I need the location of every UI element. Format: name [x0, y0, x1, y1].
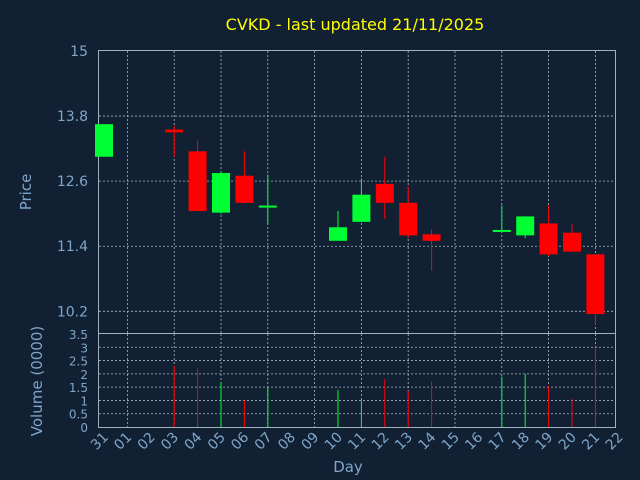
volume-tick-label: 0 [80, 421, 88, 435]
candle-body [235, 175, 254, 203]
x-tick-label: 05 [205, 430, 229, 454]
volume-tick-label: 2.5 [69, 355, 88, 369]
x-tick-label: 01 [111, 430, 135, 454]
price-axis-label: Price [17, 174, 35, 211]
candle-body [539, 223, 558, 255]
price-tick-label: 10.2 [57, 304, 88, 320]
volume-gridlines [99, 346, 615, 415]
price-tick-label: 13.8 [57, 109, 88, 125]
x-tick-label: 12 [369, 430, 393, 454]
volume-plot-area [98, 333, 616, 428]
chart-title: CVKD - last updated 21/11/2025 [226, 15, 485, 34]
volume-tick-label: 3 [80, 341, 88, 355]
volume-tick-label: 0.5 [69, 408, 88, 422]
candle-body [516, 216, 535, 236]
volume-bars [173, 347, 596, 427]
price-gridlines [99, 115, 615, 312]
x-tick-label: 17 [486, 430, 510, 454]
x-tick-label: 18 [509, 430, 533, 454]
x-tick-label: 20 [556, 430, 580, 454]
x-tick-label: 03 [158, 430, 182, 454]
price-tick-label: 15 [70, 44, 88, 60]
x-tick-label: 06 [228, 429, 252, 453]
candle-body [422, 234, 441, 241]
x-tick-label: 22 [603, 430, 627, 454]
x-tick-label: 08 [275, 430, 299, 454]
x-tick-label: 14 [416, 429, 440, 453]
x-tick-label: 02 [135, 430, 159, 454]
x-tick-label: 31 [88, 430, 112, 454]
price-tick-label: 11.4 [57, 239, 88, 255]
candle-body [329, 227, 347, 241]
x-tick-label: 16 [462, 429, 486, 453]
candle-body [188, 151, 207, 211]
x-tick-label: 11 [345, 430, 369, 454]
volume-tick-label: 1 [80, 394, 88, 408]
candle-body [165, 129, 184, 133]
x-tick-label: 10 [322, 430, 346, 454]
candle-body [375, 183, 394, 203]
x-tick-label: 04 [182, 429, 206, 453]
x-tick-labels: 31 01 02 03 04 05 06 07 08 09 10 11 12 13 14 15 16 17 18 19… [88, 429, 627, 453]
x-tick-label: 13 [392, 430, 416, 454]
volume-tick-label: 2 [80, 368, 88, 382]
x-tick-label: 15 [439, 430, 463, 454]
candle-body [586, 254, 605, 315]
candle-body [258, 205, 277, 208]
x-tick-label: 09 [299, 430, 323, 454]
x-tick-label: 07 [252, 430, 276, 454]
volume-tick-label: 1.5 [69, 381, 88, 395]
candle-body [352, 194, 371, 222]
volume-axis-label: Volume (0000) [28, 326, 46, 436]
price-tick-labels: 15 13.8 12.6 11.4 10.2 [57, 44, 88, 320]
candle-body [399, 202, 418, 236]
volume-tick-labels: 3.532.521.510.50 [69, 328, 88, 435]
candle-body [492, 229, 511, 232]
price-plot-area [98, 50, 616, 334]
x-axis-label: Day [333, 458, 363, 476]
candle-body [95, 124, 113, 157]
x-tick-label: 19 [533, 430, 557, 454]
price-tick-label: 12.6 [57, 174, 88, 190]
candles [95, 124, 605, 325]
candle-body [212, 173, 230, 213]
x-tick-label: 21 [579, 430, 603, 454]
volume-tick-label: 3.5 [69, 328, 88, 342]
candle-body [563, 232, 581, 252]
